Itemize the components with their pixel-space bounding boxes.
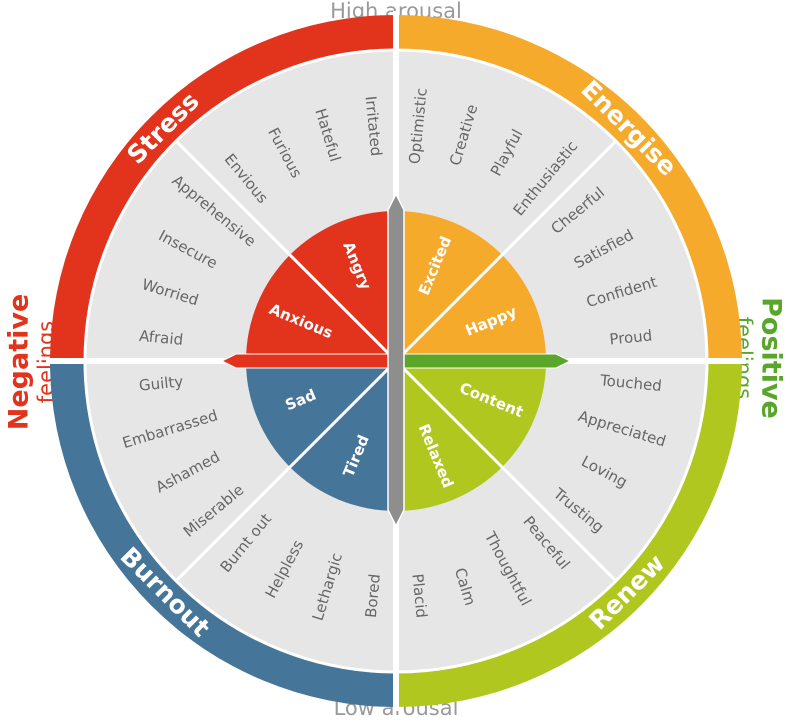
divider: [394, 140, 617, 363]
divider: [175, 140, 398, 363]
horizontal-arrow-left: [220, 353, 397, 369]
outer-ring: [396, 15, 742, 361]
left-title: Negative: [4, 294, 35, 431]
outer-ring: [50, 361, 396, 707]
feeling: Placid: [408, 573, 430, 619]
feeling: Touched: [598, 371, 662, 395]
wheel: StressAnxiousAngryAfraidWorriedInsecureA…: [46, 11, 746, 711]
feeling: Bored: [362, 573, 384, 619]
right-title: Positive: [756, 297, 787, 419]
vertical-arrow: [387, 192, 405, 528]
divider: [175, 359, 398, 582]
outer-ring: [396, 361, 742, 707]
feeling: Afraid: [138, 327, 184, 349]
outer-ring: [50, 15, 396, 361]
horizontal-arrow-right: [395, 353, 572, 369]
feeling: Irritated: [362, 95, 386, 157]
feeling: Proud: [609, 326, 653, 348]
feeling: Guilty: [138, 372, 184, 394]
divider: [394, 359, 617, 582]
